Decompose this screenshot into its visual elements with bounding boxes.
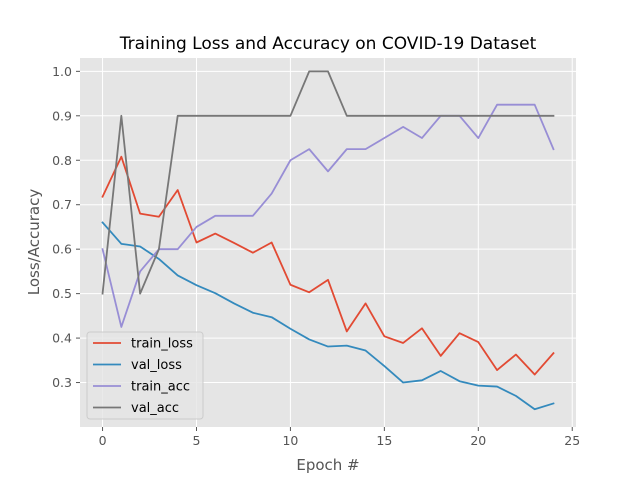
series-line-val-loss — [101, 221, 555, 411]
y-tick-label: 0.3 — [52, 375, 72, 390]
series-lines — [101, 70, 555, 411]
legend: train_loss val_loss train_acc val_acc — [86, 331, 204, 420]
x-axis-label: Epoch # — [296, 456, 359, 474]
legend-box — [86, 331, 204, 420]
x-tick-label: 10 — [282, 433, 298, 448]
y-tick-label: 0.9 — [52, 108, 72, 123]
y-tick-label: 1.0 — [52, 64, 72, 79]
legend-label-train-loss: train_loss — [131, 337, 193, 352]
grid — [80, 58, 576, 427]
x-tick-label: 25 — [564, 433, 580, 448]
legend-label-train-acc: train_acc — [131, 380, 190, 395]
y-tick-label: 0.4 — [52, 331, 72, 346]
series-line-val-acc — [101, 70, 555, 295]
chart-title: Training Loss and Accuracy on COVID-19 D… — [119, 34, 537, 54]
x-tick-label: 15 — [376, 433, 392, 448]
y-tick-label: 0.5 — [52, 286, 72, 301]
axis-ticks: 0 5 10 15 20 25 0.3 0.4 0.5 0.6 0.7 0.8 0.9 1.0 — [52, 64, 580, 448]
x-tick-label: 0 — [99, 433, 107, 448]
series-line-train-loss — [101, 155, 555, 376]
x-tick-label: 5 — [193, 433, 201, 448]
y-tick-label: 0.6 — [52, 242, 72, 257]
y-axis-label: Loss/Accuracy — [25, 189, 43, 296]
legend-label-val-acc: val_acc — [131, 401, 179, 416]
legend-label-val-loss: val_loss — [131, 358, 182, 373]
y-tick-label: 0.7 — [52, 197, 72, 212]
x-tick-label: 20 — [470, 433, 486, 448]
series-line-train-acc — [101, 103, 555, 328]
y-tick-label: 0.8 — [52, 153, 72, 168]
